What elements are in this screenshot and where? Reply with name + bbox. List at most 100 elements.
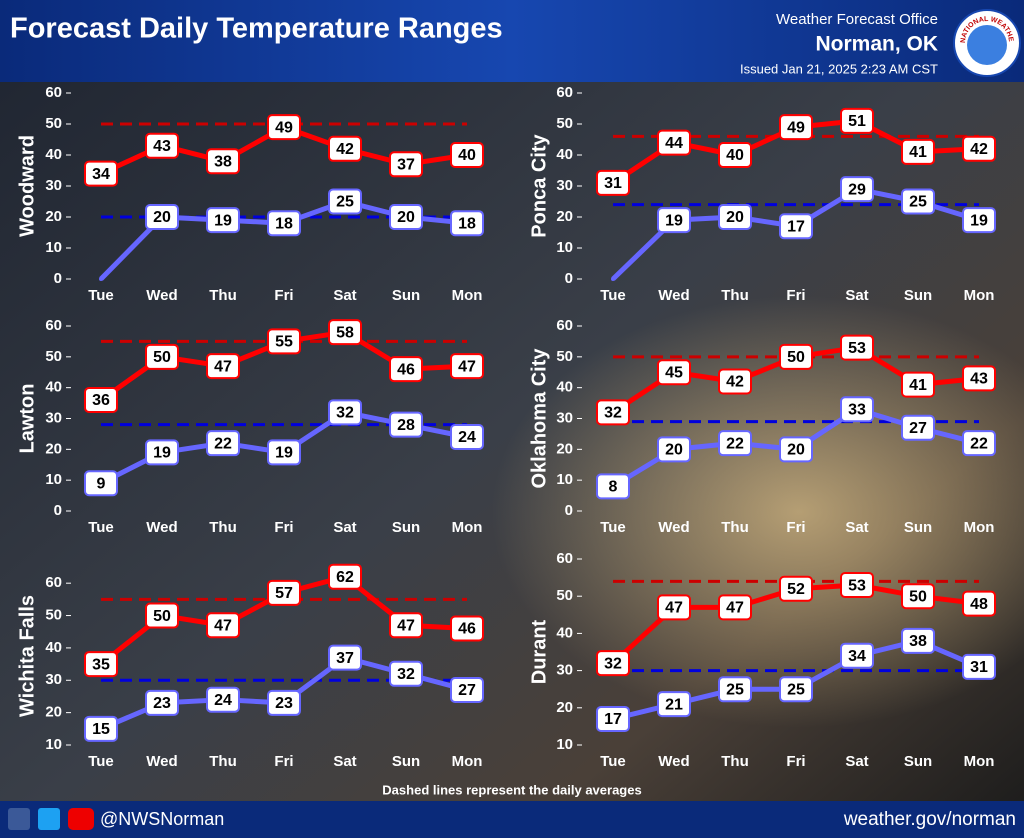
point <box>611 277 615 281</box>
value-label: 43 <box>153 138 171 155</box>
y-tick-label: 20 <box>45 440 62 457</box>
label-box <box>206 430 240 457</box>
twitter-icon[interactable] <box>38 808 60 830</box>
value-label: 28 <box>397 417 415 434</box>
youtube-icon[interactable] <box>68 808 94 830</box>
y-tick-label: 10 <box>45 736 62 753</box>
office: Weather Forecast Office <box>776 11 938 28</box>
x-tick-label: Sat <box>333 753 356 770</box>
value-label: 34 <box>92 166 110 183</box>
label-box <box>779 436 813 463</box>
footer-bar <box>0 801 1024 838</box>
x-tick-label: Tue <box>600 753 626 770</box>
label-box <box>450 615 484 642</box>
value-label: 47 <box>665 600 683 617</box>
value-label: 40 <box>726 147 744 164</box>
x-tick-label: Tue <box>600 287 626 304</box>
value-label: 50 <box>153 608 171 625</box>
y-tick-label: 20 <box>45 704 62 721</box>
value-label: 15 <box>92 721 110 738</box>
value-label: 35 <box>92 656 110 673</box>
x-tick-label: Tue <box>88 519 114 536</box>
value-label: 44 <box>665 135 683 152</box>
value-label: 29 <box>848 181 866 198</box>
x-tick-label: Sat <box>333 287 356 304</box>
y-tick-label: 40 <box>556 379 573 396</box>
label-box <box>657 594 691 621</box>
label-box <box>962 365 996 392</box>
value-label: 41 <box>909 144 927 161</box>
value-label: 43 <box>970 371 988 388</box>
label-box <box>840 396 874 423</box>
y-tick-label: 10 <box>556 471 573 488</box>
label-box <box>718 676 752 703</box>
y-axis-label: Ponca City <box>528 133 550 237</box>
label-box <box>145 689 179 716</box>
value-label: 50 <box>909 588 927 605</box>
x-tick-label: Sat <box>845 519 868 536</box>
label-box <box>267 579 301 606</box>
label-box <box>84 715 118 742</box>
y-tick-label: 60 <box>45 317 62 334</box>
label-box <box>389 612 423 639</box>
y-tick-label: 50 <box>45 115 62 132</box>
value-label: 48 <box>970 596 988 613</box>
y-tick-label: 50 <box>556 348 573 365</box>
label-box <box>901 371 935 398</box>
value-label: 32 <box>604 655 622 672</box>
label-box <box>450 210 484 237</box>
label-box <box>450 676 484 703</box>
y-tick-label: 10 <box>556 239 573 256</box>
label-box <box>206 612 240 639</box>
y-tick-label: 20 <box>556 699 573 716</box>
y-tick-label: 20 <box>556 440 573 457</box>
x-tick-label: Sat <box>845 753 868 770</box>
x-tick-label: Thu <box>209 287 237 304</box>
label-box <box>962 207 996 234</box>
y-tick-label: 30 <box>45 671 62 688</box>
label-box <box>718 430 752 457</box>
y-tick-label: 50 <box>45 348 62 365</box>
label-box <box>840 334 874 361</box>
y-tick-label: 20 <box>556 208 573 225</box>
value-label: 50 <box>787 349 805 366</box>
x-tick-label: Mon <box>452 519 483 536</box>
y-tick-label: 30 <box>556 409 573 426</box>
value-label: 17 <box>604 711 622 728</box>
value-label: 32 <box>604 405 622 422</box>
label-box <box>596 473 630 500</box>
value-label: 51 <box>848 113 866 130</box>
x-tick-label: Fri <box>786 519 805 536</box>
label-box <box>901 414 935 441</box>
issued: Issued Jan 21, 2025 2:23 AM CST <box>740 61 938 76</box>
facebook-icon[interactable] <box>8 808 30 830</box>
label-box <box>657 359 691 386</box>
value-label: 46 <box>458 621 476 638</box>
label-box <box>328 135 362 162</box>
label-box <box>596 650 630 677</box>
y-axis-label: Oklahoma City <box>528 348 550 489</box>
social-handle[interactable]: @NWSNorman <box>100 809 224 829</box>
website[interactable]: weather.gov/norman <box>843 809 1016 830</box>
label-box <box>328 319 362 346</box>
value-label: 20 <box>726 209 744 226</box>
label-box <box>267 328 301 355</box>
label-box <box>389 356 423 383</box>
value-label: 20 <box>665 442 683 459</box>
x-tick-label: Fri <box>786 287 805 304</box>
value-label: 22 <box>214 435 232 452</box>
y-tick-label: 0 <box>565 502 573 519</box>
x-tick-label: Mon <box>452 287 483 304</box>
y-tick-label: 20 <box>45 208 62 225</box>
label-box <box>962 135 996 162</box>
y-tick-label: 40 <box>45 146 62 163</box>
value-label: 45 <box>665 364 683 381</box>
label-box <box>389 204 423 230</box>
x-tick-label: Thu <box>209 753 237 770</box>
value-label: 31 <box>970 659 988 676</box>
x-tick-label: Sat <box>845 287 868 304</box>
label-box <box>389 660 423 687</box>
value-label: 25 <box>787 681 805 698</box>
x-tick-label: Thu <box>721 287 749 304</box>
